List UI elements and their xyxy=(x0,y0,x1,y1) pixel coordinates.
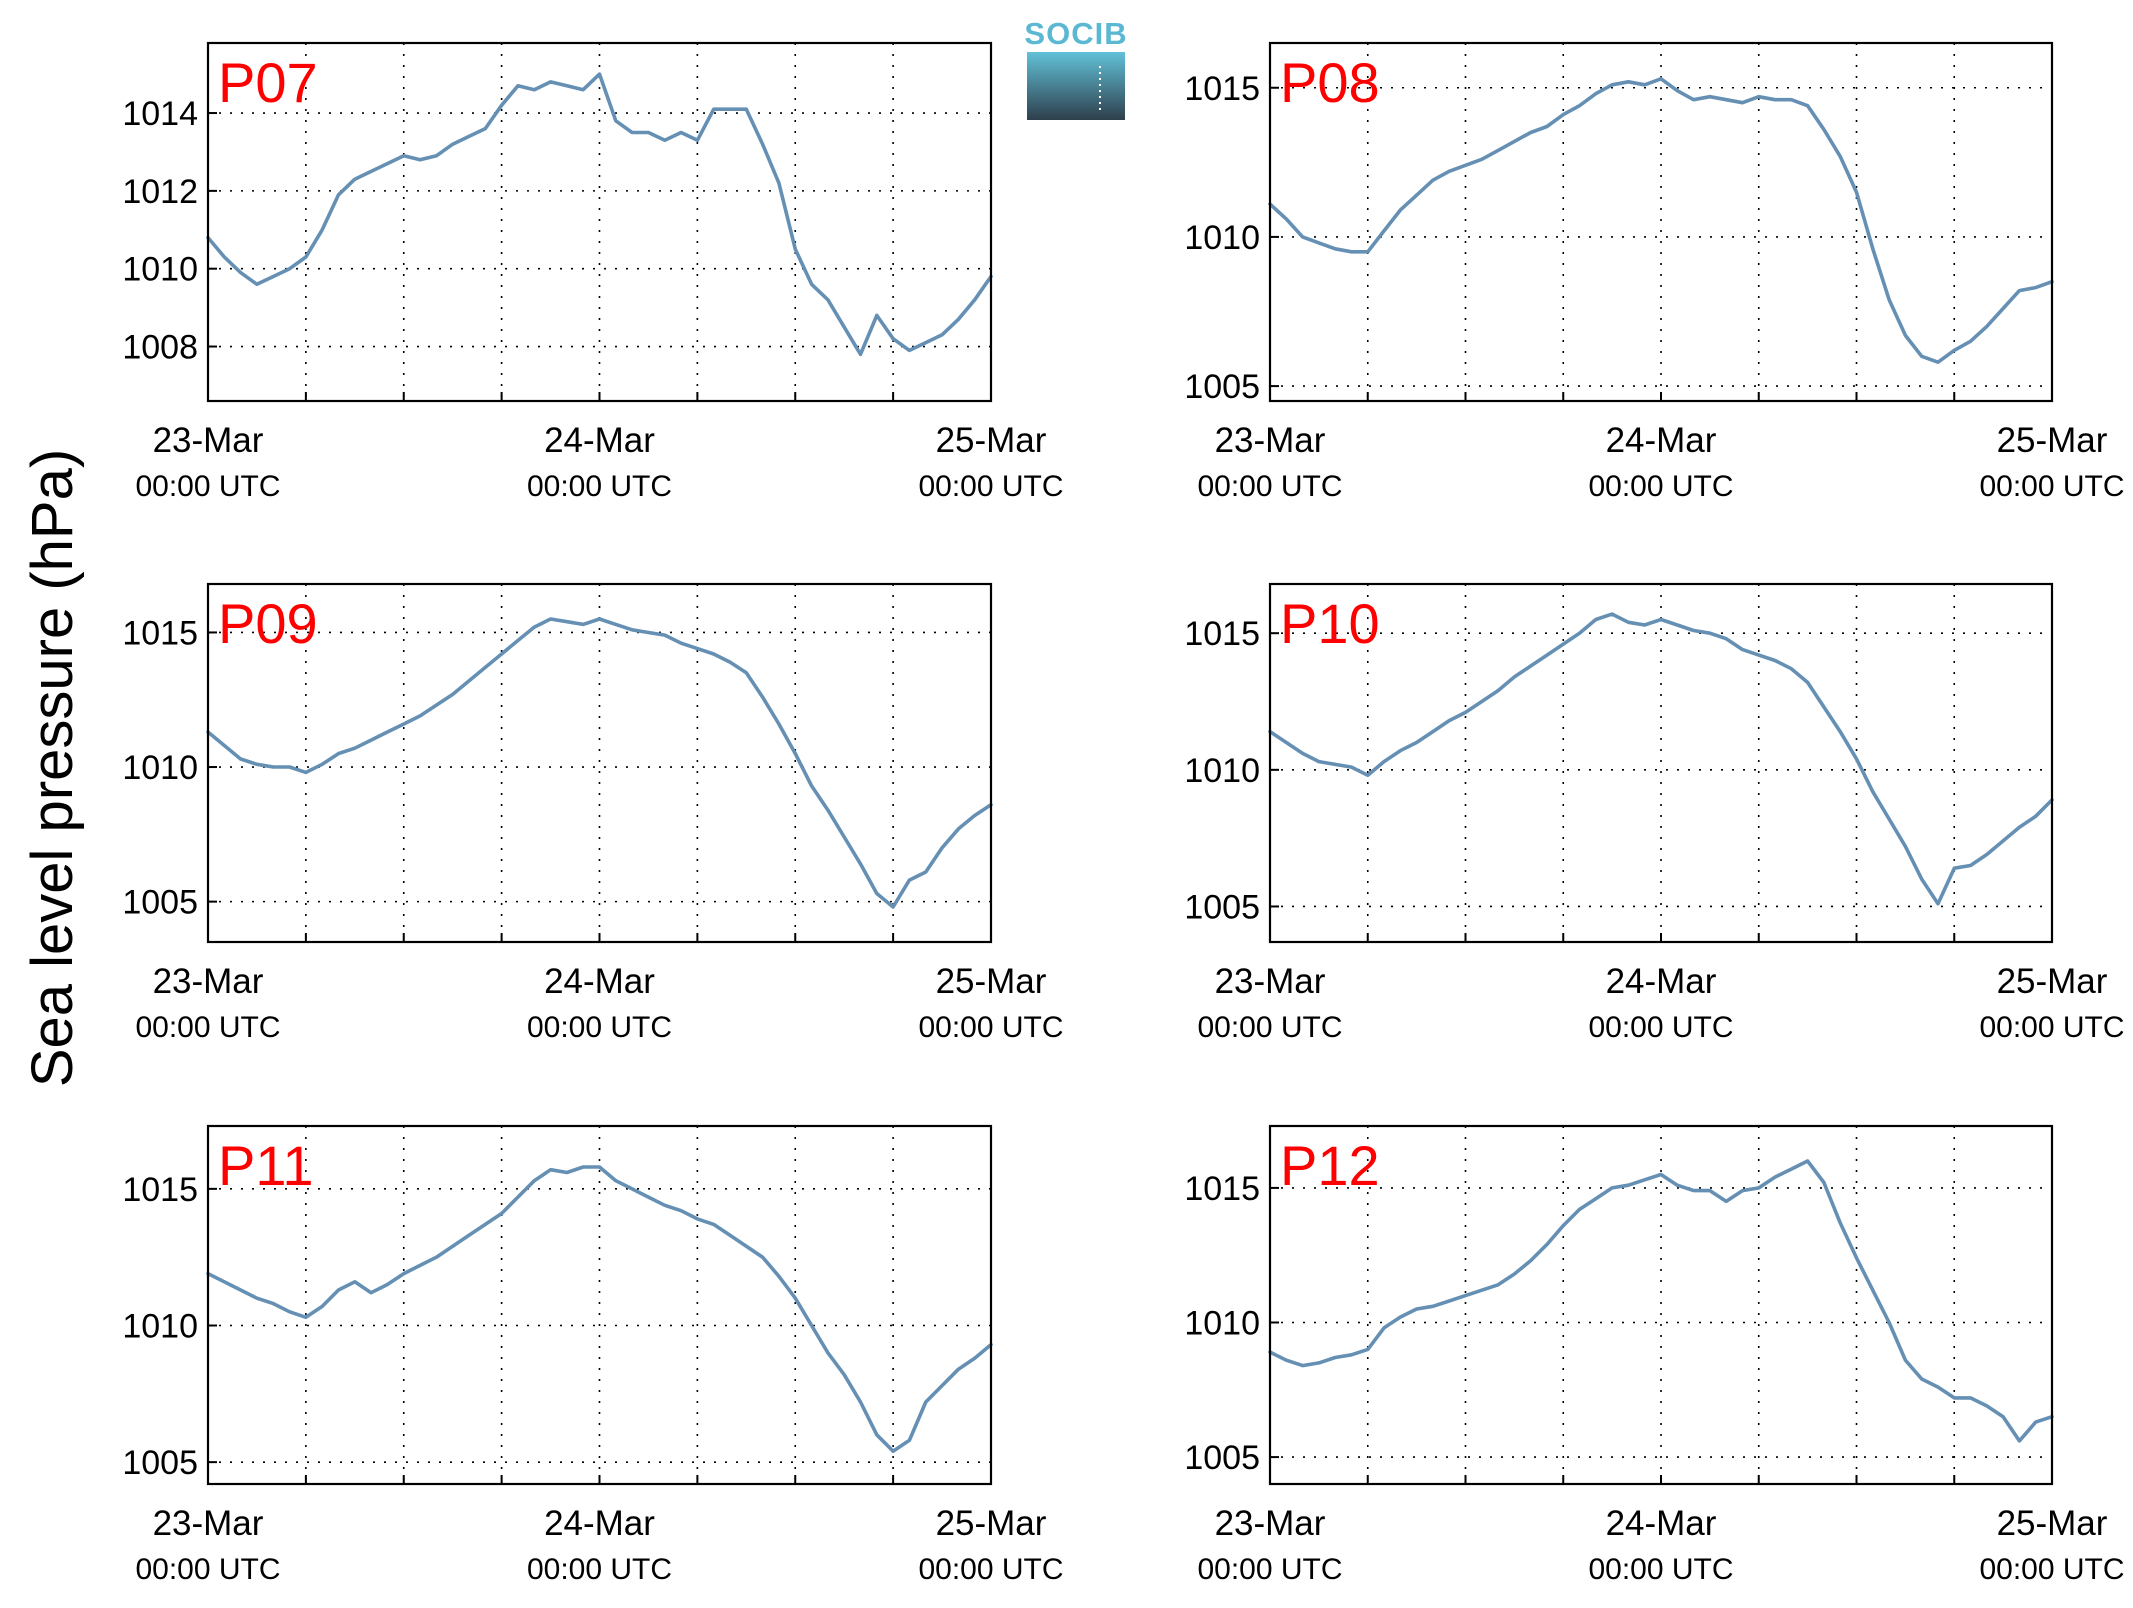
station-label: P09 xyxy=(218,592,318,655)
y-tick-label: 1015 xyxy=(1184,1170,1260,1208)
x-tick-date-label: 23-Mar xyxy=(153,421,264,460)
x-tick-time-label: 00:00 UTC xyxy=(1588,1553,1733,1586)
y-tick-label: 1005 xyxy=(1184,1439,1260,1477)
x-tick-date-label: 23-Mar xyxy=(1215,1504,1326,1543)
chart-panel-p09: 1005 1010 1015 P09 23-Mar 00:00 UTC 24-Mar 00:0… xyxy=(122,582,1064,1044)
pressure-series-line xyxy=(1268,612,2054,906)
pressure-series-line xyxy=(1268,1159,2054,1443)
y-tick-label: 1010 xyxy=(1184,219,1260,257)
station-label: P12 xyxy=(1280,1134,1380,1197)
y-tick-label: 1010 xyxy=(122,749,198,787)
x-tick-time-label: 00:00 UTC xyxy=(1588,1011,1733,1044)
pressure-series-line xyxy=(1268,77,2054,364)
plot-frame xyxy=(1268,582,2054,944)
y-tick-label: 1010 xyxy=(1184,1304,1260,1342)
x-tick-date-label: 23-Mar xyxy=(1215,421,1326,460)
plot-frame xyxy=(206,582,993,944)
y-tick-label: 1005 xyxy=(122,884,198,922)
y-tick-label: 1005 xyxy=(1184,888,1260,926)
pressure-series-line xyxy=(206,1165,993,1453)
y-tick-label: 1010 xyxy=(122,251,198,289)
y-tick-label: 1015 xyxy=(122,614,198,652)
x-tick-time-label: 00:00 UTC xyxy=(918,470,1063,503)
x-tick-time-label: 00:00 UTC xyxy=(918,1553,1063,1586)
x-tick-date-label: 24-Mar xyxy=(1606,1504,1717,1543)
x-tick-time-label: 00:00 UTC xyxy=(135,470,280,503)
x-tick-date-label: 23-Mar xyxy=(153,962,264,1001)
x-tick-date-label: 24-Mar xyxy=(1606,421,1717,460)
chart-panel-p10: 1005 1010 1015 P10 23-Mar 00:00 UTC 24-Mar 00:0… xyxy=(1184,582,2125,1044)
logo-text: SOCIB xyxy=(1024,16,1127,51)
y-tick-label: 1015 xyxy=(1184,615,1260,653)
x-tick-time-label: 00:00 UTC xyxy=(1979,470,2124,503)
chart-panel-p07: 1008 1010 1012 1014 P07 23-Mar 00:00 UTC 24-Mar… xyxy=(122,41,1064,503)
y-tick-label: 1010 xyxy=(122,1307,198,1345)
x-tick-time-label: 00:00 UTC xyxy=(1197,470,1342,503)
y-tick-label: 1005 xyxy=(1184,368,1260,406)
plot-frame xyxy=(206,1124,993,1486)
plot-frame xyxy=(206,41,993,403)
station-label: P11 xyxy=(218,1134,313,1197)
chart-panel-p08: 1005 1010 1015 P08 23-Mar 00:00 UTC 24-Mar 00:0… xyxy=(1184,41,2125,503)
x-tick-time-label: 00:00 UTC xyxy=(527,1553,672,1586)
pressure-series-line xyxy=(206,72,993,357)
y-tick-label: 1015 xyxy=(1184,70,1260,108)
x-tick-time-label: 00:00 UTC xyxy=(1979,1011,2124,1044)
x-tick-date-label: 25-Mar xyxy=(936,421,1047,460)
chart-panel-p12: 1005 1010 1015 P12 23-Mar 00:00 UTC 24-Mar 00:0… xyxy=(1184,1124,2125,1586)
x-tick-date-label: 25-Mar xyxy=(1997,962,2108,1001)
plot-frame xyxy=(1268,41,2054,403)
y-tick-label: 1015 xyxy=(122,1171,198,1209)
x-tick-date-label: 24-Mar xyxy=(544,1504,655,1543)
x-tick-time-label: 00:00 UTC xyxy=(527,1011,672,1044)
x-tick-date-label: 25-Mar xyxy=(1997,421,2108,460)
x-tick-date-label: 25-Mar xyxy=(1997,1504,2108,1543)
station-label: P10 xyxy=(1280,592,1380,655)
x-tick-time-label: 00:00 UTC xyxy=(918,1011,1063,1044)
x-tick-time-label: 00:00 UTC xyxy=(1588,470,1733,503)
socib-logo: SOCIB xyxy=(1024,16,1127,120)
x-tick-date-label: 23-Mar xyxy=(153,1504,264,1543)
station-label: P08 xyxy=(1280,51,1380,114)
y-tick-label: 1008 xyxy=(122,329,198,367)
x-tick-date-label: 24-Mar xyxy=(544,962,655,1001)
x-tick-time-label: 00:00 UTC xyxy=(527,470,672,503)
x-tick-date-label: 24-Mar xyxy=(544,421,655,460)
plot-frame xyxy=(1268,1124,2054,1486)
x-tick-time-label: 00:00 UTC xyxy=(1197,1553,1342,1586)
x-tick-date-label: 24-Mar xyxy=(1606,962,1717,1001)
station-label: P07 xyxy=(218,51,318,114)
y-axis-label: Sea level pressure (hPa) xyxy=(20,449,85,1087)
chart-panel-p11: 1005 1010 1015 P11 23-Mar 00:00 UTC 24-Mar 00:0… xyxy=(122,1124,1064,1586)
y-tick-label: 1012 xyxy=(122,173,198,211)
y-tick-label: 1014 xyxy=(122,95,198,133)
x-tick-time-label: 00:00 UTC xyxy=(1979,1553,2124,1586)
x-tick-date-label: 23-Mar xyxy=(1215,962,1326,1001)
x-tick-time-label: 00:00 UTC xyxy=(1197,1011,1342,1044)
pressure-series-line xyxy=(206,617,993,909)
x-tick-date-label: 25-Mar xyxy=(936,1504,1047,1543)
x-tick-date-label: 25-Mar xyxy=(936,962,1047,1001)
y-tick-label: 1010 xyxy=(1184,752,1260,790)
y-tick-label: 1005 xyxy=(122,1444,198,1482)
x-tick-time-label: 00:00 UTC xyxy=(135,1011,280,1044)
x-tick-time-label: 00:00 UTC xyxy=(135,1553,280,1586)
